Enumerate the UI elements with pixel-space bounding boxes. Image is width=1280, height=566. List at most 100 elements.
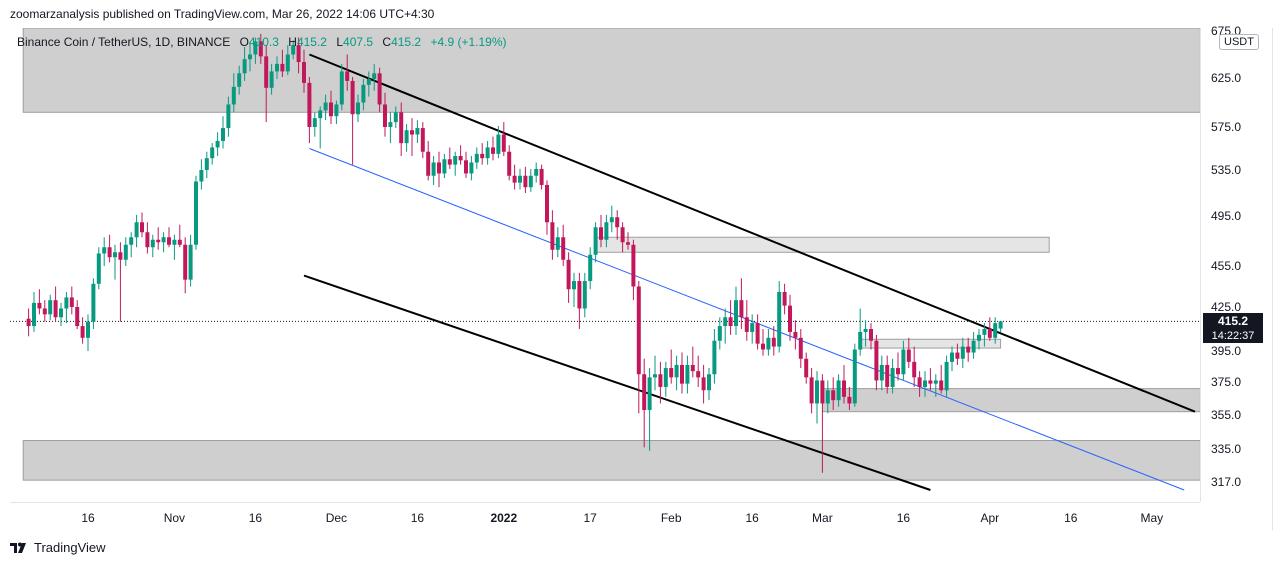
candle-body	[172, 239, 177, 245]
candle-body	[982, 329, 987, 335]
candle-body	[248, 54, 252, 60]
candle-body	[842, 380, 846, 397]
candle-body	[582, 281, 587, 309]
candle-body	[604, 222, 609, 240]
brand-name: TradingView	[34, 540, 106, 555]
price-tick-label: 625.0	[1211, 71, 1242, 85]
time-tick-label: Dec	[325, 511, 348, 525]
candle-body	[258, 41, 263, 57]
candle-body	[426, 151, 431, 176]
candle-body	[366, 78, 371, 85]
candle-body	[690, 364, 695, 372]
open-value: 410.3	[248, 35, 279, 49]
candle-body	[361, 84, 366, 103]
price-chart[interactable]	[10, 28, 1200, 502]
candle-body	[372, 73, 377, 79]
candle-body	[64, 297, 69, 309]
candle-body	[928, 380, 933, 384]
candle-body	[215, 140, 220, 148]
candle-body	[685, 364, 690, 384]
price-tick-label: 375.0	[1211, 375, 1242, 389]
candle-body	[653, 374, 657, 378]
candle-body	[820, 380, 825, 404]
price-axis[interactable]: 675.0 625.0 575.0 535.0 495.0 455.0 425.0 395.0…	[1200, 24, 1273, 502]
candle-body	[869, 329, 873, 341]
candle-body	[631, 244, 636, 287]
candle-body	[420, 128, 425, 152]
symbol-name: Binance Coin / TetherUS, 1D, BINANCE	[17, 35, 231, 49]
candle-body	[523, 175, 528, 188]
candle-body	[528, 175, 533, 188]
price-tick-label: 575.0	[1211, 120, 1242, 134]
candle-body	[167, 237, 171, 245]
candle-body	[285, 54, 290, 72]
candle-body	[75, 307, 80, 327]
candle-body	[890, 368, 895, 387]
candle-body	[777, 291, 782, 347]
zone-rect	[595, 236, 1050, 253]
candle-body	[323, 102, 328, 111]
price-tick-label: 355.0	[1211, 408, 1242, 422]
candle-body	[917, 377, 922, 387]
publisher-caption: zoomarzanalysis published on TradingView…	[10, 7, 435, 21]
candle-body	[626, 242, 630, 245]
candle-body	[377, 73, 382, 105]
candle-body	[674, 364, 679, 378]
candle-body	[350, 80, 355, 115]
time-tick-label: 16	[410, 511, 425, 525]
candle-body	[80, 326, 85, 338]
candle-body	[339, 71, 344, 105]
candle-body	[388, 122, 393, 127]
candle-body	[663, 368, 668, 387]
candle-body	[723, 317, 728, 327]
bar-countdown: 14:22:37	[1203, 329, 1263, 344]
candle-body	[572, 281, 576, 290]
candle-body	[771, 337, 776, 347]
candle-body	[766, 337, 771, 350]
candle-body	[815, 380, 819, 404]
candle-body	[447, 159, 452, 165]
time-axis[interactable]: 16 Nov 16 Dec 16 2022 17 Feb 16 Mar 16 Apr 16 May	[10, 502, 1200, 531]
candle-body	[431, 162, 436, 176]
open-label: O	[239, 35, 249, 49]
candle-body	[404, 130, 409, 144]
candle-body	[118, 252, 123, 260]
time-tick-label: 17	[583, 511, 597, 525]
time-tick-label: 16	[81, 511, 95, 525]
candle-body	[545, 184, 549, 223]
time-tick-label: 16	[248, 511, 263, 525]
candle-body	[863, 329, 868, 332]
candle-body	[588, 254, 593, 282]
time-tick-label: 16	[1064, 511, 1078, 525]
chart-pane[interactable]	[10, 28, 1200, 502]
candle-body	[744, 317, 749, 332]
candle-body	[291, 45, 296, 55]
candle-body	[901, 349, 906, 375]
candle-body	[906, 349, 911, 362]
candle-body	[410, 130, 414, 135]
candle-body	[577, 281, 582, 309]
close-value: 415.2	[391, 35, 422, 49]
change-value: +4.9 (+1.19%)	[430, 35, 507, 49]
candle-body	[642, 374, 647, 411]
candle-body	[728, 317, 733, 327]
currency-button[interactable]: USDT	[1219, 34, 1259, 50]
candle-body	[717, 326, 722, 341]
candle-body	[966, 346, 971, 353]
tradingview-brand[interactable]: TradingView	[10, 540, 106, 555]
candle-body	[933, 380, 938, 384]
time-tick-label: 16	[896, 511, 911, 525]
candle-body	[712, 340, 717, 375]
candle-body	[194, 181, 198, 245]
candle-body	[852, 349, 857, 404]
candle-body	[885, 364, 890, 387]
time-tick-label: Apr	[980, 511, 1000, 525]
candle-body	[987, 329, 992, 338]
candle-body	[469, 162, 474, 174]
candle-body	[26, 318, 31, 327]
high-label: H	[288, 35, 297, 49]
candle-body	[53, 300, 58, 318]
candle-body	[734, 300, 738, 327]
price-tick-label: 317.0	[1211, 475, 1242, 489]
close-label: C	[382, 35, 392, 49]
